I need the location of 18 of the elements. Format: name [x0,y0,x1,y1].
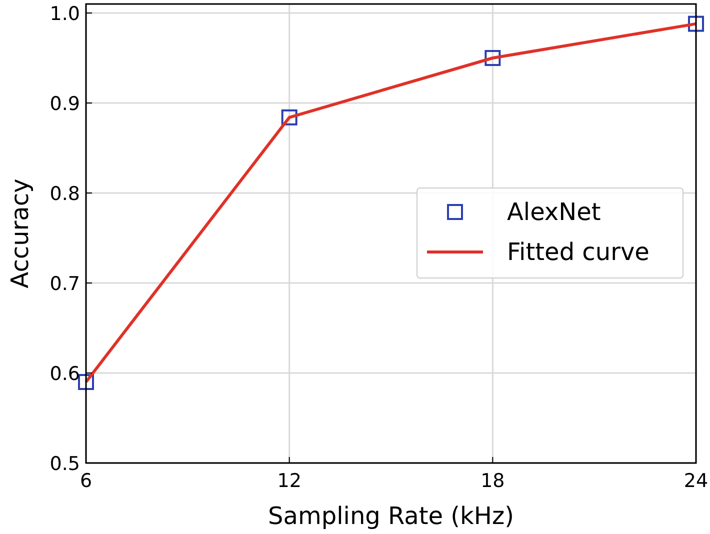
y-tick-label: 0.9 [50,93,80,115]
point [484,50,501,66]
y-tick-label: 1.0 [50,3,80,25]
legend-label: Fitted curve [507,238,650,266]
x-tick-label: 6 [80,470,92,492]
x-axis-title: Sampling Rate (kHz) [268,502,514,530]
point [688,16,704,32]
point [281,109,298,126]
y-tick-label: 0.6 [50,363,80,385]
y-tick-label: 0.7 [50,273,80,295]
y-tick-label: 0.8 [50,183,80,205]
y-tick-label: 0.5 [50,453,80,475]
y-axis-title: Accuracy [6,178,34,288]
legend-label: AlexNet [507,198,601,226]
x-tick-label: 24 [684,470,708,492]
point [78,374,94,390]
x-tick-label: 12 [277,470,302,492]
x-tick-label: 18 [480,470,505,492]
